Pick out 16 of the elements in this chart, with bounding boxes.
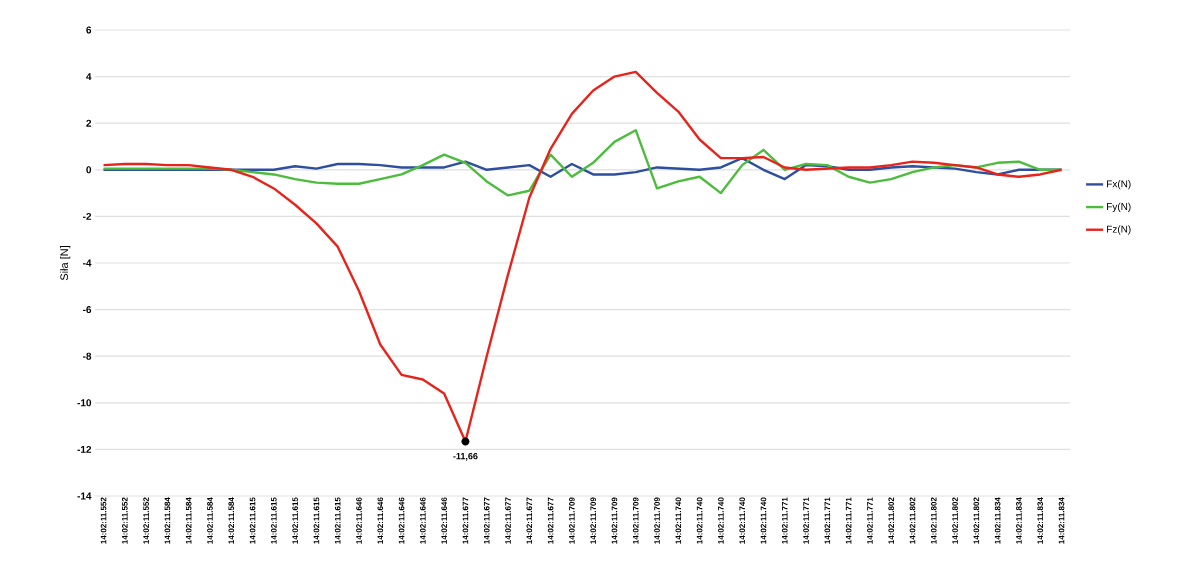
y-tick-label: -2 — [83, 212, 92, 220]
y-tick-label: -14 — [77, 492, 92, 500]
y-tick-label: -10 — [77, 399, 92, 407]
legend-label: Fy(N) — [1107, 202, 1131, 212]
data-label: -11,66 — [453, 452, 478, 461]
y-tick-label: -6 — [83, 306, 92, 314]
y-tick-label: 0 — [86, 166, 92, 174]
y-tick-label: -12 — [77, 445, 92, 453]
y-tick-label: 4 — [86, 73, 92, 81]
y-tick-label: -4 — [83, 259, 92, 267]
legend-label: Fz(N) — [1107, 225, 1131, 235]
y-axis-title: Siła [N] — [60, 246, 71, 281]
legend-label: Fx(N) — [1107, 180, 1131, 190]
y-tick-label: -8 — [83, 352, 92, 360]
y-tick-label: 2 — [86, 119, 92, 127]
y-tick-label: 6 — [86, 26, 92, 34]
